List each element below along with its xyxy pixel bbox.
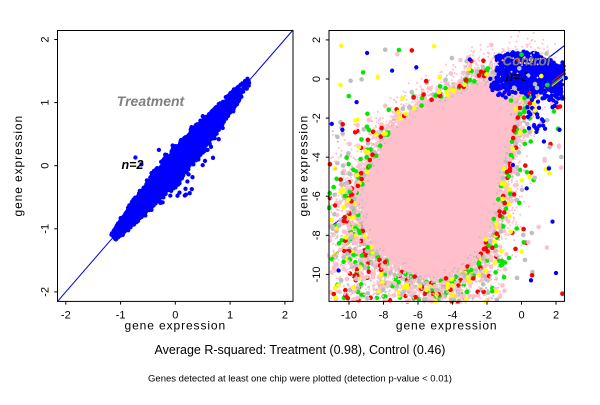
svg-text:gene expression: gene expression [11, 115, 25, 217]
svg-text:gene expression: gene expression [396, 318, 498, 332]
svg-text:2: 2 [282, 310, 288, 322]
svg-text:Average R-squared: Treatment (: Average R-squared: Treatment (0.98), Con… [155, 343, 446, 357]
svg-text:-1: -1 [116, 310, 126, 322]
svg-text:1: 1 [227, 310, 233, 322]
svg-text:-10: -10 [311, 266, 323, 282]
svg-text:-2: -2 [61, 310, 71, 322]
svg-text:0: 0 [518, 310, 524, 322]
svg-text:-8: -8 [379, 310, 389, 322]
svg-text:gene expression: gene expression [297, 115, 311, 217]
svg-text:n=2: n=2 [122, 158, 144, 172]
svg-text:-4: -4 [311, 152, 323, 162]
svg-text:0: 0 [311, 76, 323, 82]
svg-text:gene expression: gene expression [125, 318, 227, 332]
svg-text:2: 2 [40, 36, 52, 42]
svg-text:-4: -4 [448, 310, 458, 322]
svg-text:-1: -1 [40, 224, 52, 234]
svg-text:-2: -2 [40, 287, 52, 297]
svg-text:0: 0 [40, 163, 52, 169]
svg-text:-8: -8 [311, 230, 323, 240]
svg-text:2: 2 [311, 37, 323, 43]
svg-text:-6: -6 [413, 310, 423, 322]
svg-text:2: 2 [553, 310, 559, 322]
svg-text:0: 0 [172, 310, 178, 322]
svg-text:Treatment: Treatment [117, 93, 186, 109]
svg-text:-10: -10 [341, 310, 357, 322]
svg-text:Genes detected at least one ch: Genes detected at least one chip were pl… [148, 374, 452, 385]
svg-text:Control: Control [503, 54, 551, 69]
svg-text:-2: -2 [482, 310, 492, 322]
svg-text:1: 1 [40, 100, 52, 106]
svg-text:-6: -6 [311, 191, 323, 201]
svg-text:-2: -2 [311, 113, 323, 123]
